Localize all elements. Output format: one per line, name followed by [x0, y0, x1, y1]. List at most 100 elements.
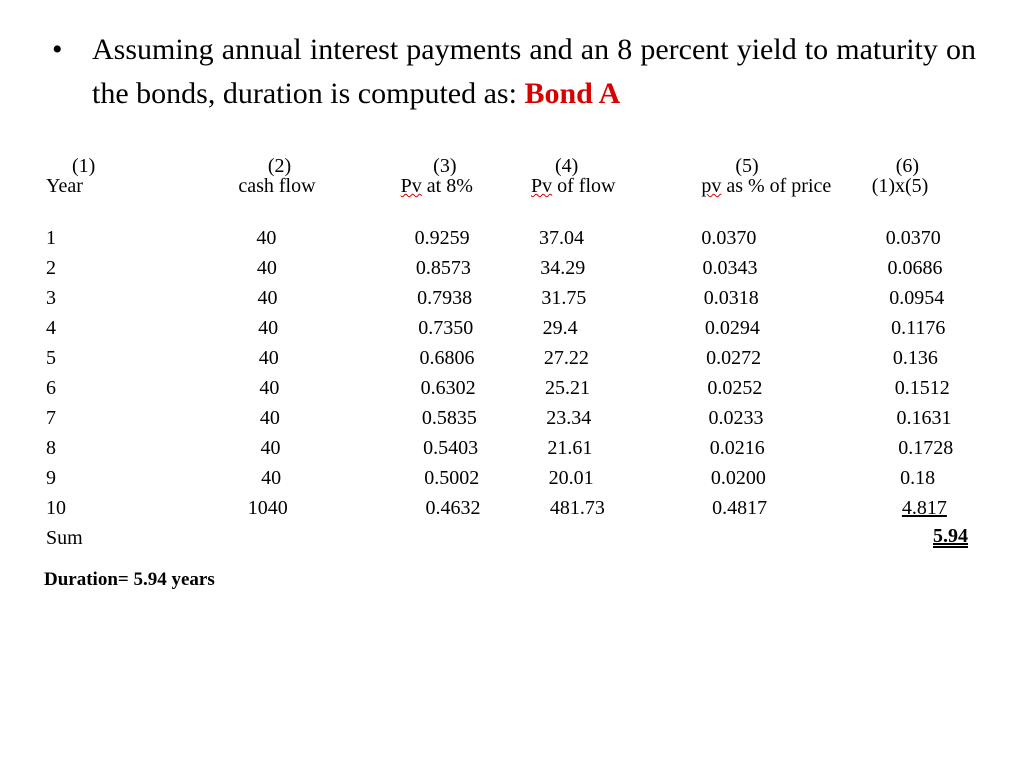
hdr-weighted: (1)x(5)	[856, 176, 976, 218]
cell-pvpct: 0.0233	[675, 398, 855, 428]
cell-pvflow: 29.4	[525, 308, 675, 338]
cell-cashflow: 40	[194, 248, 364, 278]
hdr-num-6: (6)	[856, 150, 976, 176]
hdr-pvpct-pv: pv	[701, 175, 721, 197]
cell-pvpct: 0.0318	[675, 278, 855, 308]
hdr-pvpct: pv as % of price	[675, 176, 855, 218]
cell-cashflow: 40	[194, 458, 364, 488]
hdr-num-1: (1)	[44, 150, 194, 176]
hdr-pvfactor-pv: Pv	[401, 175, 422, 197]
cell-cashflow: 40	[194, 338, 364, 368]
cell-weighted: 0.1631	[856, 398, 976, 428]
sum-weighted: 5.94	[856, 518, 976, 548]
hdr-num-2: (2)	[194, 150, 364, 176]
table-header-labels: Year cash flow Pv at 8% Pv of flow pv as…	[44, 176, 976, 218]
cell-pvfactor: 0.7938	[365, 278, 525, 308]
cell-pvflow: 21.61	[525, 428, 675, 458]
bullet-glyph: •	[48, 28, 92, 72]
cell-year: 8	[44, 428, 194, 458]
cell-pvflow: 27.22	[525, 338, 675, 368]
cell-pvflow: 37.04	[525, 218, 675, 248]
hdr-pvfactor-rest: at 8%	[422, 175, 473, 197]
cell-pvfactor: 0.9259	[365, 218, 525, 248]
table-row: 1010400.4632481.730.48174.817	[44, 488, 976, 518]
table-row: 4400.735029.40.02940.1176	[44, 308, 976, 338]
cell-pvflow: 481.73	[525, 488, 675, 518]
cell-weighted: 0.18	[856, 458, 976, 488]
hdr-year: Year	[44, 176, 194, 218]
table-sum-row: Sum 5.94	[44, 518, 976, 548]
hdr-num-3: (3)	[365, 150, 525, 176]
hdr-pvflow-pv: Pv	[531, 175, 552, 197]
sum-label: Sum	[44, 518, 194, 548]
cell-pvflow: 34.29	[525, 248, 675, 278]
table-row: 5400.680627.220.02720.136	[44, 338, 976, 368]
cell-weighted: 0.1176	[856, 308, 976, 338]
bullet-paragraph: • Assuming annual interest payments and …	[48, 28, 976, 116]
cell-weighted: 0.0954	[856, 278, 976, 308]
table-row: 1400.925937.040.03700.0370	[44, 218, 976, 248]
table-row: 7400.583523.340.02330.1631	[44, 398, 976, 428]
sum-weighted-value: 5.94	[933, 526, 968, 548]
cell-pvpct: 0.0272	[675, 338, 855, 368]
cell-pvpct: 0.0343	[675, 248, 855, 278]
cell-pvpct: 0.0252	[675, 368, 855, 398]
hdr-num-5: (5)	[675, 150, 855, 176]
cell-year: 5	[44, 338, 194, 368]
cell-pvfactor: 0.6302	[365, 368, 525, 398]
hdr-pvfactor: Pv at 8%	[365, 176, 525, 218]
table-header-numbers: (1) (2) (3) (4) (5) (6)	[44, 150, 976, 176]
hdr-num-4: (4)	[525, 150, 675, 176]
cell-pvfactor: 0.4632	[365, 488, 525, 518]
cell-cashflow: 40	[194, 278, 364, 308]
table-row: 8400.540321.610.02160.1728	[44, 428, 976, 458]
table-row: 3400.793831.750.03180.0954	[44, 278, 976, 308]
table-row: 2400.857334.290.03430.0686	[44, 248, 976, 278]
bullet-text: Assuming annual interest payments and an…	[92, 28, 976, 116]
cell-pvpct: 0.0200	[675, 458, 855, 488]
hdr-pvflow-rest: of flow	[552, 175, 615, 197]
hdr-pvflow: Pv of flow	[525, 176, 675, 218]
cell-year: 1	[44, 218, 194, 248]
cell-pvfactor: 0.6806	[365, 338, 525, 368]
cell-pvfactor: 0.5403	[365, 428, 525, 458]
table-row: 9400.500220.010.02000.18	[44, 458, 976, 488]
cell-pvflow: 25.21	[525, 368, 675, 398]
cell-cashflow: 1040	[194, 488, 364, 518]
cell-cashflow: 40	[194, 428, 364, 458]
cell-weighted: 0.0686	[856, 248, 976, 278]
cell-year: 9	[44, 458, 194, 488]
cell-year: 10	[44, 488, 194, 518]
cell-pvfactor: 0.8573	[365, 248, 525, 278]
bond-label: Bond A	[524, 77, 620, 110]
slide-content: • Assuming annual interest payments and …	[0, 0, 1024, 609]
cell-weighted: 0.0370	[856, 218, 976, 248]
cell-cashflow: 40	[194, 308, 364, 338]
cell-pvfactor: 0.5835	[365, 398, 525, 428]
cell-weighted: 4.817	[856, 488, 976, 518]
cell-year: 2	[44, 248, 194, 278]
table-row: 6400.630225.210.02520.1512	[44, 368, 976, 398]
cell-pvflow: 20.01	[525, 458, 675, 488]
cell-pvpct: 0.0216	[675, 428, 855, 458]
cell-pvpct: 0.0370	[675, 218, 855, 248]
cell-year: 3	[44, 278, 194, 308]
cell-pvfactor: 0.7350	[365, 308, 525, 338]
cell-pvflow: 31.75	[525, 278, 675, 308]
cell-pvfactor: 0.5002	[365, 458, 525, 488]
cell-cashflow: 40	[194, 218, 364, 248]
cell-year: 4	[44, 308, 194, 338]
cell-weighted: 0.136	[856, 338, 976, 368]
cell-cashflow: 40	[194, 398, 364, 428]
cell-cashflow: 40	[194, 368, 364, 398]
cell-year: 6	[44, 368, 194, 398]
cell-year: 7	[44, 398, 194, 428]
hdr-pvpct-rest: as % of price	[721, 175, 831, 197]
cell-weighted: 0.1728	[856, 428, 976, 458]
cell-pvflow: 23.34	[525, 398, 675, 428]
hdr-cashflow: cash flow	[194, 176, 364, 218]
cell-pvpct: 0.0294	[675, 308, 855, 338]
table: (1) (2) (3) (4) (5) (6) Year cash flow P…	[44, 150, 976, 548]
cell-pvpct: 0.4817	[675, 488, 855, 518]
cell-weighted: 0.1512	[856, 368, 976, 398]
